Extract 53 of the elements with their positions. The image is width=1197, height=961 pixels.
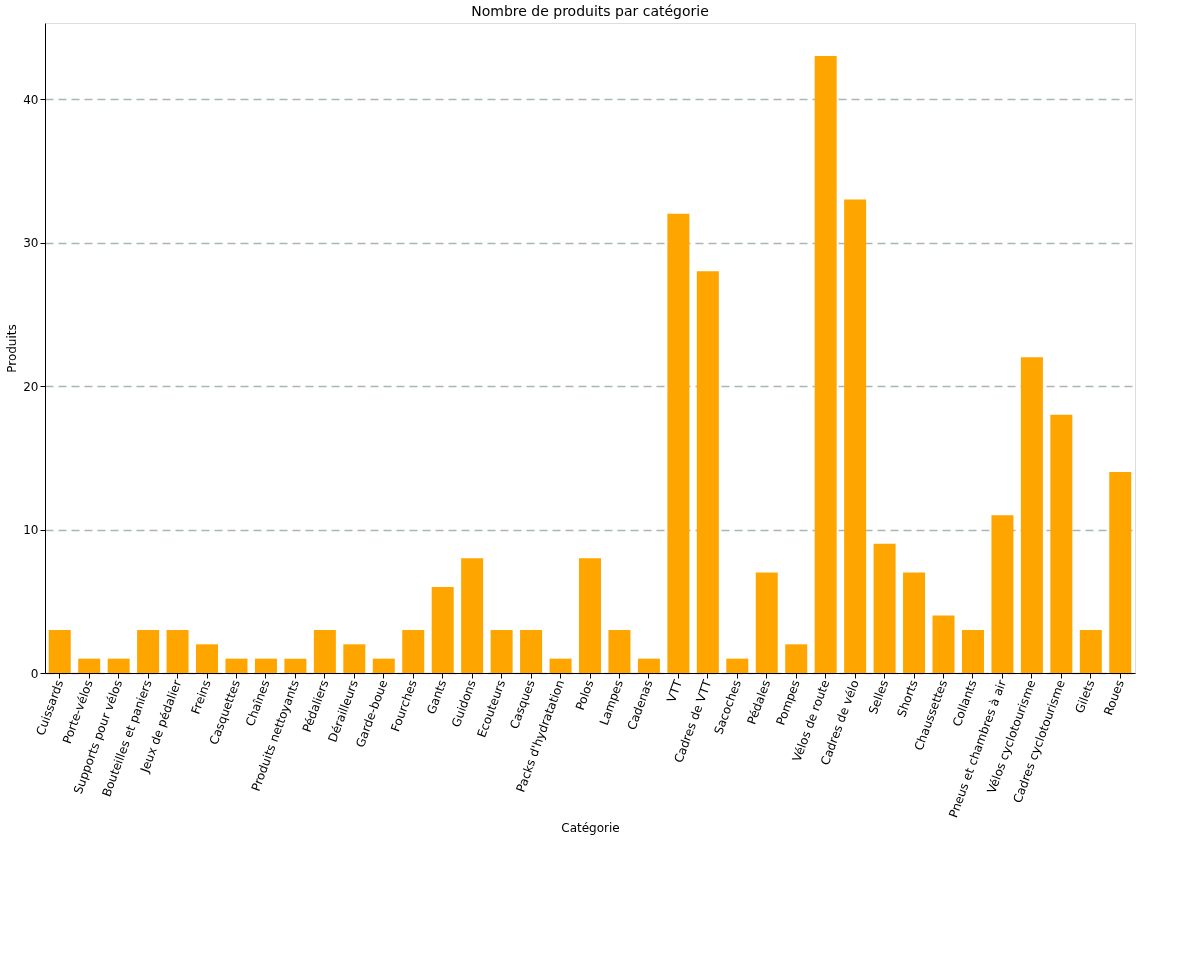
x-tick-label: Freins (188, 678, 214, 717)
bar (431, 586, 454, 673)
y-tick-label: 30 (23, 236, 39, 251)
y-tick-label: 0 (30, 666, 39, 681)
bar (402, 629, 425, 673)
bar (637, 658, 660, 673)
bar (549, 658, 572, 673)
bar (961, 629, 984, 673)
bar (755, 572, 778, 673)
bar (137, 629, 160, 673)
bar (313, 629, 336, 673)
bar (903, 572, 926, 673)
bar (608, 629, 631, 673)
bar (490, 629, 513, 673)
x-axis-title: Catégorie (561, 821, 620, 836)
bar (166, 629, 189, 673)
bar (785, 644, 808, 673)
bar (873, 543, 896, 673)
bar (726, 658, 749, 673)
bar (696, 271, 719, 673)
bar (254, 658, 277, 673)
bar (461, 558, 484, 673)
bar (1109, 472, 1132, 673)
bar (1079, 629, 1102, 673)
x-tick-label: Roues (1101, 678, 1127, 718)
bar (520, 629, 543, 673)
bar (1020, 357, 1043, 673)
bar (372, 658, 395, 673)
bar (991, 515, 1014, 673)
bar (932, 615, 955, 673)
bar (284, 658, 307, 673)
y-tick-label: 40 (23, 92, 39, 107)
bar (844, 199, 867, 673)
x-tick-label: Gants (424, 678, 450, 716)
x-tick-label: Selles (865, 678, 892, 717)
bar (225, 658, 248, 673)
bar (814, 56, 837, 673)
y-axis-title: Produits (5, 324, 20, 373)
x-tick-label: Polos (572, 678, 597, 713)
x-tick-label: VTT (664, 677, 686, 705)
bar (78, 658, 101, 673)
bar (107, 658, 130, 673)
bar (667, 213, 690, 673)
y-tick-label: 20 (23, 379, 39, 394)
bar (48, 629, 71, 673)
bar (196, 644, 219, 673)
x-tick-label: Gilets (1072, 678, 1098, 716)
bar (343, 644, 366, 673)
bar (1050, 414, 1073, 673)
y-tick-label: 10 (23, 523, 39, 538)
bar (579, 558, 601, 673)
x-tick-label: Shorts (894, 678, 921, 720)
chart-title: Nombre de produits par catégorie (471, 3, 709, 19)
